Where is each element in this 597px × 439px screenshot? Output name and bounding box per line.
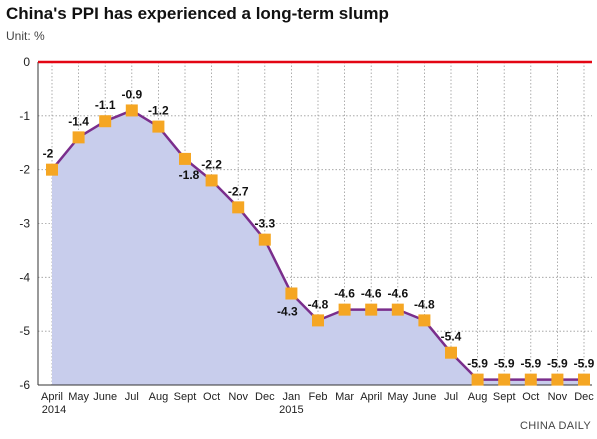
y-tick-label: -4 [19, 270, 30, 284]
data-label: -5.9 [547, 357, 568, 371]
data-label: -5.9 [467, 357, 488, 371]
data-point [72, 131, 85, 144]
data-label: -1.8 [179, 168, 200, 182]
data-point [152, 120, 165, 133]
data-point [125, 104, 138, 117]
data-label: -4.6 [361, 287, 382, 301]
data-label: -2 [43, 147, 54, 161]
x-tick-label: Dec [255, 391, 275, 403]
data-point [285, 287, 298, 300]
data-label: -4.8 [414, 297, 435, 311]
area-fill [52, 110, 584, 385]
data-point [418, 314, 431, 327]
data-point [232, 201, 245, 214]
x-year-label: 2014 [42, 404, 66, 416]
x-tick-label: Oct [522, 391, 539, 403]
x-tick-label: Dec [574, 391, 594, 403]
data-label: -2.2 [201, 157, 222, 171]
x-tick-label: Sept [493, 391, 516, 403]
data-point [551, 373, 564, 386]
x-tick-label: Sept [174, 391, 197, 403]
data-point [205, 174, 218, 187]
y-tick-label: -6 [19, 378, 30, 392]
x-tick-label: May [68, 391, 89, 403]
x-tick-label: April [41, 391, 63, 403]
data-label: -3.3 [254, 217, 275, 231]
data-label: -4.3 [277, 304, 298, 318]
x-tick-label: May [387, 391, 408, 403]
x-tick-label: Aug [149, 391, 169, 403]
x-tick-label: Aug [468, 391, 488, 403]
data-point [179, 152, 191, 165]
x-tick-label: Mar [335, 391, 354, 403]
data-label: -4.6 [334, 287, 355, 301]
x-tick-label: April [360, 391, 382, 403]
y-tick-label: -3 [19, 217, 30, 231]
data-point [524, 373, 537, 386]
x-tick-label: Nov [228, 391, 248, 403]
data-label: -2.7 [228, 184, 249, 198]
y-tick-label: 0 [23, 55, 30, 69]
data-label: -1.2 [148, 104, 169, 118]
data-label: -5.4 [441, 330, 462, 344]
unit-label: Unit: % [6, 29, 45, 43]
data-point [365, 303, 378, 316]
data-point [471, 373, 484, 386]
x-tick-label: Feb [309, 391, 328, 403]
data-point [391, 303, 404, 316]
chart-title: China's PPI has experienced a long-term … [6, 4, 389, 23]
data-label: -1.1 [95, 98, 116, 112]
x-tick-label: June [93, 391, 117, 403]
data-point [46, 163, 58, 176]
data-point [99, 115, 112, 128]
x-tick-label: June [412, 391, 436, 403]
source-credit: CHINA DAILY [520, 420, 591, 432]
data-point [578, 373, 590, 386]
data-label: -5.9 [494, 357, 515, 371]
y-tick-label: -1 [19, 109, 30, 123]
data-label: -5.9 [520, 357, 541, 371]
data-label: -4.6 [387, 287, 408, 301]
data-point [258, 233, 271, 246]
data-point [338, 303, 351, 316]
x-tick-label: Jul [125, 391, 139, 403]
data-point [312, 314, 324, 327]
y-tick-label: -5 [19, 324, 30, 338]
data-label: -5.9 [574, 357, 595, 371]
data-label: -0.9 [121, 87, 142, 101]
data-point [445, 346, 457, 359]
data-label: -1.4 [68, 114, 89, 128]
x-tick-label: Oct [203, 391, 220, 403]
data-label: -4.8 [308, 297, 329, 311]
data-point [498, 373, 511, 386]
x-tick-label: Jan [283, 391, 301, 403]
y-tick-label: -2 [19, 163, 30, 177]
x-tick-label: Nov [548, 391, 568, 403]
x-tick-label: Jul [444, 391, 458, 403]
x-year-label: 2015 [279, 404, 303, 416]
